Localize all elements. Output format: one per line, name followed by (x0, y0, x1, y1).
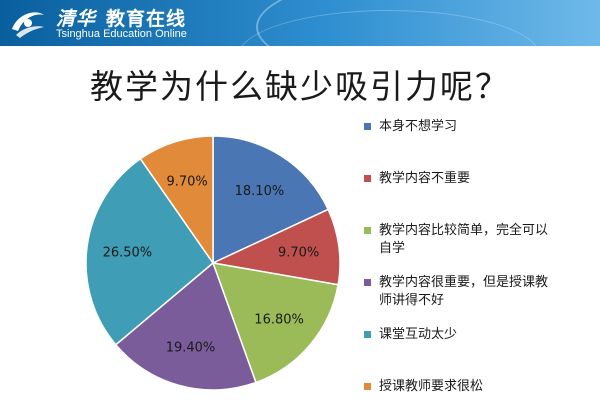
legend-swatch (364, 123, 371, 130)
pie-slice (211, 262, 339, 384)
slide-title: 教学为什么缺少吸引力呢？ (90, 67, 510, 106)
pie-slice (114, 261, 257, 391)
slice-data-label: 9.70% (278, 246, 319, 261)
legend-label: 授课教师要求很松 (379, 379, 484, 394)
legend-swatch (364, 175, 371, 182)
legend-label: 教学内容很重要，但是授课教师讲得不好 (379, 275, 549, 308)
legend-swatch (364, 383, 371, 390)
slice-data-label: 18.10% (235, 184, 285, 199)
legend-swatch (364, 331, 371, 338)
slice-data-label: 9.70% (166, 175, 207, 190)
legend-item: 教学内容比较简单，完全可以自学 (364, 222, 549, 258)
legend-label: 本身不想学习 (379, 119, 458, 134)
slice-data-label: 16.80% (254, 313, 304, 328)
legend-item: 本身不想学习 (364, 118, 549, 136)
banner-decoration (256, 0, 600, 46)
brand-name-en: Tsinghua Education Online (56, 28, 187, 40)
tsinghua-logo-icon (12, 12, 44, 38)
legend-item: 授课教师要求很松 (364, 378, 549, 396)
legend-item: 教学内容很重要，但是授课教师讲得不好 (364, 274, 549, 310)
legend-label: 教学内容不重要 (379, 171, 471, 186)
slice-data-label: 19.40% (166, 340, 216, 355)
legend-label: 课堂互动太少 (379, 327, 458, 342)
legend-swatch (364, 279, 371, 286)
header-banner: 清华 教育在线 Tsinghua Education Online (0, 0, 600, 46)
legend-label: 教学内容比较简单，完全可以自学 (379, 223, 549, 256)
pie-slice (139, 135, 214, 266)
legend-swatch (364, 227, 371, 234)
pie-slice (85, 157, 215, 346)
legend-item: 教学内容不重要 (364, 170, 549, 188)
brand-name-cn: 清华 教育在线 (56, 8, 187, 30)
pie-slice (212, 135, 330, 265)
brand-logo-glyph: 清华 (56, 8, 97, 30)
pie-slice (210, 208, 341, 286)
legend-item: 课堂互动太少 (364, 326, 549, 344)
slice-data-label: 26.50% (103, 246, 153, 261)
